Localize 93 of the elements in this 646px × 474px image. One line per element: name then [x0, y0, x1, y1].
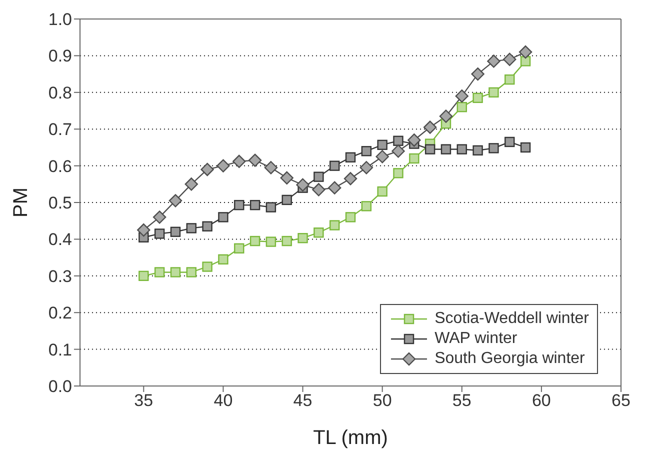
point — [488, 143, 499, 154]
point — [409, 153, 420, 164]
point — [440, 144, 452, 154]
point — [202, 262, 212, 272]
y-tick-label: 0.8 — [48, 83, 72, 102]
x-tick-label: 65 — [612, 391, 630, 410]
point — [154, 228, 165, 239]
point — [439, 110, 453, 123]
point — [518, 45, 532, 59]
point — [168, 194, 182, 208]
point — [186, 267, 196, 278]
point — [296, 178, 310, 192]
point — [280, 171, 294, 185]
point — [328, 181, 342, 194]
point — [138, 270, 149, 281]
x-tick-label: 40 — [214, 391, 233, 410]
point — [503, 52, 516, 66]
point — [186, 223, 196, 234]
x-tick-label: 50 — [372, 391, 392, 410]
point — [218, 212, 228, 222]
point — [329, 160, 340, 171]
point — [184, 178, 198, 191]
point — [472, 145, 483, 156]
x-tick-label: 60 — [532, 391, 551, 410]
point — [234, 200, 244, 210]
point — [360, 161, 374, 174]
point — [202, 221, 212, 232]
point — [456, 144, 467, 154]
point — [472, 92, 483, 104]
point — [154, 267, 165, 278]
point — [487, 54, 500, 68]
point — [170, 267, 181, 278]
point — [393, 168, 404, 178]
point — [376, 150, 389, 164]
point — [377, 186, 388, 197]
point — [298, 233, 308, 244]
point — [345, 212, 356, 222]
point — [455, 89, 468, 103]
point — [218, 254, 228, 264]
y-tick-label: 0.5 — [48, 194, 72, 213]
point — [345, 152, 356, 162]
x-axis-title: TL (mm) — [313, 427, 388, 449]
point — [344, 172, 358, 186]
x-tick-label: 55 — [452, 391, 472, 410]
point — [248, 154, 262, 167]
point — [312, 183, 326, 196]
y-axis-title: PM — [10, 188, 32, 218]
point — [266, 202, 276, 212]
point — [232, 154, 246, 168]
point — [314, 227, 324, 238]
x-tick-label: 45 — [293, 391, 312, 410]
point — [392, 144, 405, 158]
point — [137, 223, 150, 237]
point — [423, 120, 437, 134]
point — [250, 236, 260, 246]
point — [250, 200, 260, 210]
point — [329, 220, 340, 230]
point — [266, 236, 276, 247]
point — [520, 56, 531, 66]
point — [314, 172, 324, 182]
y-tick-label: 0.4 — [48, 230, 72, 250]
y-tick-label: 0.7 — [48, 120, 72, 140]
point — [234, 243, 244, 254]
point — [361, 201, 372, 212]
legend-label: Scotia-Weddell winter — [434, 310, 589, 328]
point — [361, 146, 372, 156]
y-tick-label: 0.3 — [48, 266, 72, 286]
point — [282, 236, 292, 246]
legend-label: WAP winter — [434, 330, 518, 348]
point — [170, 226, 181, 237]
legend-label: South Georgia winter — [434, 350, 585, 368]
point — [377, 140, 388, 150]
y-tick-label: 1.0 — [48, 10, 72, 30]
point — [393, 136, 404, 146]
point — [504, 74, 515, 85]
point — [216, 159, 230, 172]
point — [456, 102, 467, 112]
y-tick-label: 0.2 — [48, 304, 72, 323]
point — [152, 210, 166, 224]
point — [504, 136, 515, 148]
y-tick-label: 0.6 — [48, 156, 72, 176]
point — [424, 144, 436, 154]
point — [471, 67, 484, 81]
point — [200, 162, 214, 176]
point — [264, 161, 278, 174]
y-tick-label: 0.9 — [48, 46, 72, 66]
y-tick-label: 0.0 — [48, 377, 72, 396]
point — [488, 87, 499, 98]
point — [520, 142, 531, 153]
x-tick-label: 35 — [134, 391, 154, 410]
point — [408, 134, 421, 147]
point — [282, 194, 292, 206]
y-tick-label: 0.1 — [48, 340, 72, 360]
